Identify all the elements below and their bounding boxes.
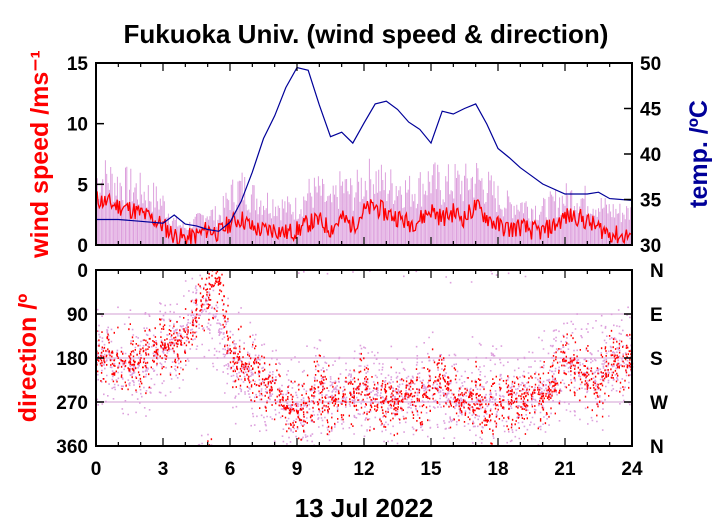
direction-gust-dots <box>96 269 634 447</box>
temperature-line <box>96 66 633 232</box>
compass-tick-label: S <box>650 349 663 370</box>
direction-tick-label: 0 <box>77 261 88 282</box>
date-axis-title: 13 Jul 2022 <box>295 493 434 523</box>
wind-speed-panel: 0 5 10 15 30 35 40 45 50 <box>67 54 662 257</box>
hour-tick-label: 15 <box>420 459 442 480</box>
hour-tick-label: 24 <box>621 459 643 480</box>
wind-speed-tick-label: 10 <box>67 115 88 136</box>
hour-tick-label: 18 <box>487 459 508 480</box>
hour-tick-label: 12 <box>353 459 374 480</box>
temperature-axis-title: temp. /ºC <box>685 100 713 208</box>
temperature-tick-label: 50 <box>640 54 661 75</box>
wind-speed-tick-label: 15 <box>67 54 89 75</box>
compass-tick-label: E <box>650 305 663 326</box>
hour-tick-label: 3 <box>158 459 169 480</box>
direction-axis-title: direction /º <box>14 294 42 423</box>
compass-tick-label: W <box>650 393 668 414</box>
temperature-series <box>96 66 633 232</box>
hour-tick-label: 9 <box>292 459 303 480</box>
direction-tick-label: 90 <box>67 305 88 326</box>
wind-speed-tick-label: 0 <box>77 236 88 257</box>
temperature-tick-label: 45 <box>640 100 662 121</box>
wind-speed-ticks: 0 5 10 15 30 35 40 45 50 <box>67 54 662 257</box>
wind-speed-mean-line <box>95 191 632 246</box>
direction-gust-series <box>96 269 634 447</box>
temperature-tick-label: 40 <box>640 145 661 166</box>
chart-title: Fukuoka Univ. (wind speed & direction) <box>124 19 609 49</box>
temperature-tick-label: 30 <box>640 236 661 257</box>
wind-speed-axis-title: wind speed /ms⁻¹ <box>26 50 54 259</box>
direction-mean-dots <box>96 269 634 447</box>
direction-tick-label: 180 <box>56 349 88 370</box>
temperature-tick-label: 35 <box>640 191 662 212</box>
direction-mean-series <box>96 269 634 447</box>
compass-tick-label: N <box>650 437 664 458</box>
hour-tick-label: 21 <box>554 459 576 480</box>
direction-tick-label: 360 <box>56 437 88 458</box>
direction-ticks: 0 N 90 E 180 S 270 W 360 N 0 3 6 9 12 15 18 21 24 <box>56 261 668 480</box>
compass-tick-label: N <box>650 261 664 282</box>
wind-speed-tick-label: 5 <box>77 175 88 196</box>
wind-speed-mean-series <box>95 191 632 246</box>
hour-tick-label: 6 <box>225 459 236 480</box>
direction-tick-label: 270 <box>56 393 88 414</box>
hour-tick-label: 0 <box>91 459 102 480</box>
direction-panel: 0 N 90 E 180 S 270 W 360 N 0 3 6 9 12 15 18 21 24 <box>56 261 668 480</box>
